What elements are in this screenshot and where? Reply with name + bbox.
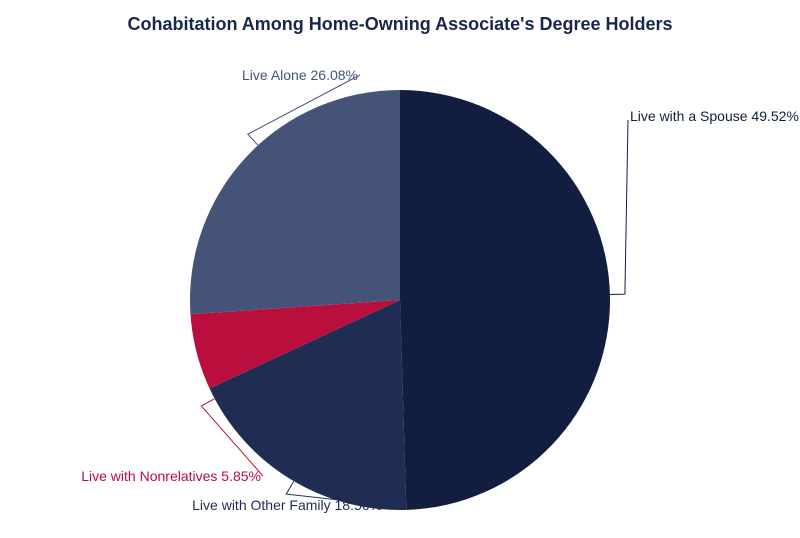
pie-svg	[0, 0, 800, 538]
pie-chart-container: Cohabitation Among Home-Owning Associate…	[0, 0, 800, 538]
slice-label: Live with Other Family 18.56%	[192, 497, 382, 513]
slice-label: Live Alone 26.08%	[242, 67, 358, 83]
slice-label: Live with Nonrelatives 5.85%	[81, 468, 261, 484]
slice-label: Live with a Spouse 49.52%	[630, 108, 799, 124]
pie-slice	[400, 90, 610, 510]
leader-line	[610, 120, 628, 295]
pie-slice	[190, 90, 400, 314]
